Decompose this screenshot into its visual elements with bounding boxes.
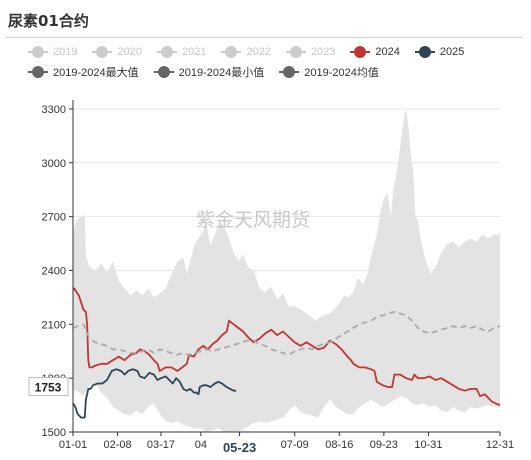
axes [69,100,501,436]
y-tick-label: 2100 [42,319,66,331]
legend-item-2024[interactable]: 2024 [350,46,400,58]
series-line-2019-2024均值 [72,310,501,356]
y-tick-label: 1500 [42,427,66,439]
legend-item-2019[interactable]: 2019 [28,46,77,58]
current-date-label: 05-23 [223,440,256,455]
legend-item-2019-2024均值[interactable]: 2019-2024均值 [279,64,379,80]
current-value-box [28,377,69,397]
x-tick-label: 04 [195,439,207,451]
legend-item-2020[interactable]: 2020 [92,46,142,58]
title-divider [6,37,522,38]
legend-marker-icon [28,66,48,78]
y-tick-label: 3300 [42,104,66,116]
legend-label: 2020 [117,46,142,58]
x-tick-labels: 01-01 02-08 03-17 04 05-23 07-09 08-16 09-23 10-… [59,439,514,455]
legend-item-2022[interactable]: 2022 [221,46,271,58]
legend-label: 2019 [53,46,78,58]
legend-row-stats: 2019-2024最大值 2019-2024最小值 2019-2024均值 [28,62,528,82]
x-tick-label: 03-17 [147,439,175,451]
legend-label: 2025 [439,46,465,58]
legend-marker-icon [285,46,306,58]
range-band [73,109,500,432]
legend-item-2025[interactable]: 2025 [414,46,465,58]
y-tick-label: 2700 [42,212,66,224]
y-tick-label: 3000 [42,158,66,170]
legend-label: 2019-2024最小值 [178,67,265,79]
legend-label: 2019-2024最大值 [53,67,139,79]
y-tick-label: 2400 [42,265,66,277]
legend-item-2021[interactable]: 2021 [156,46,207,58]
legend-marker-icon [414,46,435,58]
x-tick-label: 10-31 [414,439,442,451]
x-tick-label: 12-31 [486,439,514,451]
series-line-2024 [72,287,501,406]
watermark: 紫金天风期货 [196,209,310,231]
legend-marker-icon [350,46,371,58]
legend-label: 2022 [246,46,271,58]
current-value-label: 1753 [35,381,62,395]
series-lines [72,287,501,419]
legend-label: 2021 [181,46,207,58]
legend-row-years: 2019 2020 2021 2022 2023 2024 2025 [28,42,528,62]
chart-title: 尿素01合约 [8,12,89,30]
legend-marker-icon [153,66,174,78]
legend-item-2023[interactable]: 2023 [285,46,336,58]
legend-item-2019-2024最大值[interactable]: 2019-2024最大值 [28,64,139,80]
x-tick-label: 01-01 [59,439,87,451]
legend-marker-icon [28,46,48,58]
legend-marker-icon [279,66,300,78]
series-line-2025 [72,368,237,419]
current-value-marker: 1753 [28,377,69,397]
legend-item-2019-2024最小值[interactable]: 2019-2024最小值 [153,64,265,80]
legend-label: 2023 [310,46,336,58]
legend: 2019 2020 2021 2022 2023 2024 2025 2019-2024最大… [28,42,528,82]
x-tick-label: 07-09 [281,439,309,451]
x-tick-label: 02-08 [104,439,132,451]
legend-marker-icon [92,46,113,58]
legend-marker-icon [156,46,177,58]
legend-marker-icon [221,46,242,58]
legend-label: 2024 [375,46,400,58]
x-tick-label: 08-16 [325,439,353,451]
x-tick-label: 09-23 [370,439,398,451]
legend-label: 2019-2024均值 [304,67,379,79]
